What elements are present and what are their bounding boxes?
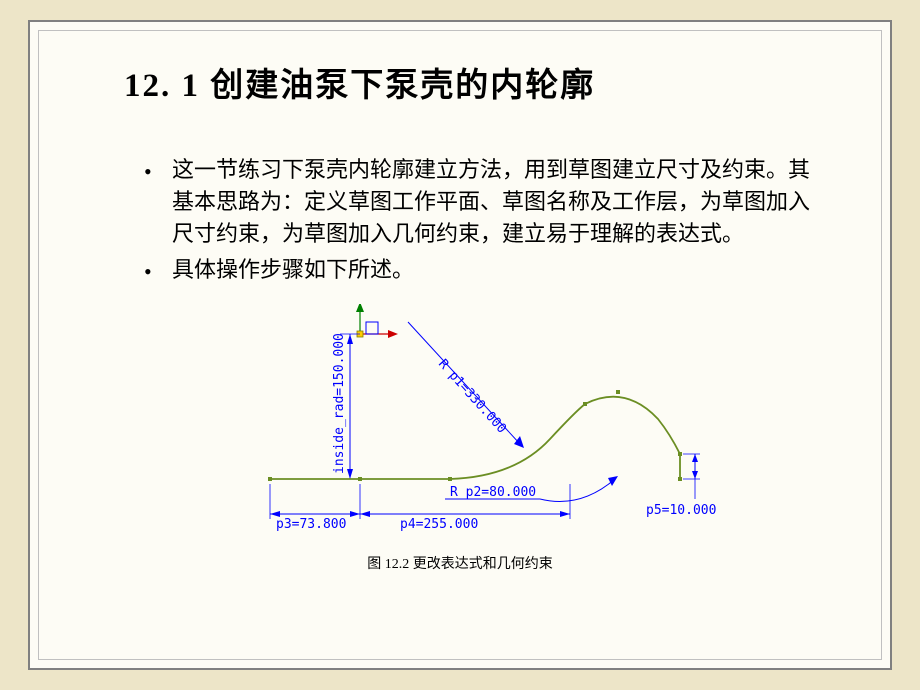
technical-diagram: inside_rad=150.000 R p (180, 304, 740, 549)
dim-p3: p3=73.800 (270, 484, 360, 532)
label-r-p2: R p2=80.000 (450, 485, 536, 500)
label-p3: p3=73.800 (276, 517, 346, 532)
dim-p5: p5=10.000 (646, 454, 716, 518)
bullet-item: 这一节练习下泵壳内轮廓建立方法，用到草图建立尺寸及约束。其基本思路为：定义草图工… (144, 154, 816, 250)
label-inside-rad: inside_rad=150.000 (332, 333, 347, 474)
slide-content: 12. 1 创建油泵下泵壳的内轮廓 这一节练习下泵壳内轮廓建立方法，用到草图建立… (36, 28, 884, 662)
bullet-list: 这一节练习下泵壳内轮廓建立方法，用到草图建立尺寸及约束。其基本思路为：定义草图工… (144, 154, 816, 286)
coord-axes (356, 304, 398, 338)
label-p4: p4=255.000 (400, 517, 478, 532)
dim-inside-rad: inside_rad=150.000 (332, 333, 360, 479)
dim-r-p1: R p1=330.000 (408, 322, 524, 448)
figure-caption: 图 12.2 更改表达式和几何约束 (367, 553, 553, 573)
slide-title: 12. 1 创建油泵下泵壳的内轮廓 (124, 58, 856, 106)
dim-r-p2: R p2=80.000 (445, 476, 618, 502)
label-p5: p5=10.000 (646, 503, 716, 518)
label-r-p1: R p1=330.000 (435, 356, 509, 436)
diagram-container: inside_rad=150.000 R p (64, 304, 856, 573)
bullet-item: 具体操作步骤如下所述。 (144, 254, 816, 286)
